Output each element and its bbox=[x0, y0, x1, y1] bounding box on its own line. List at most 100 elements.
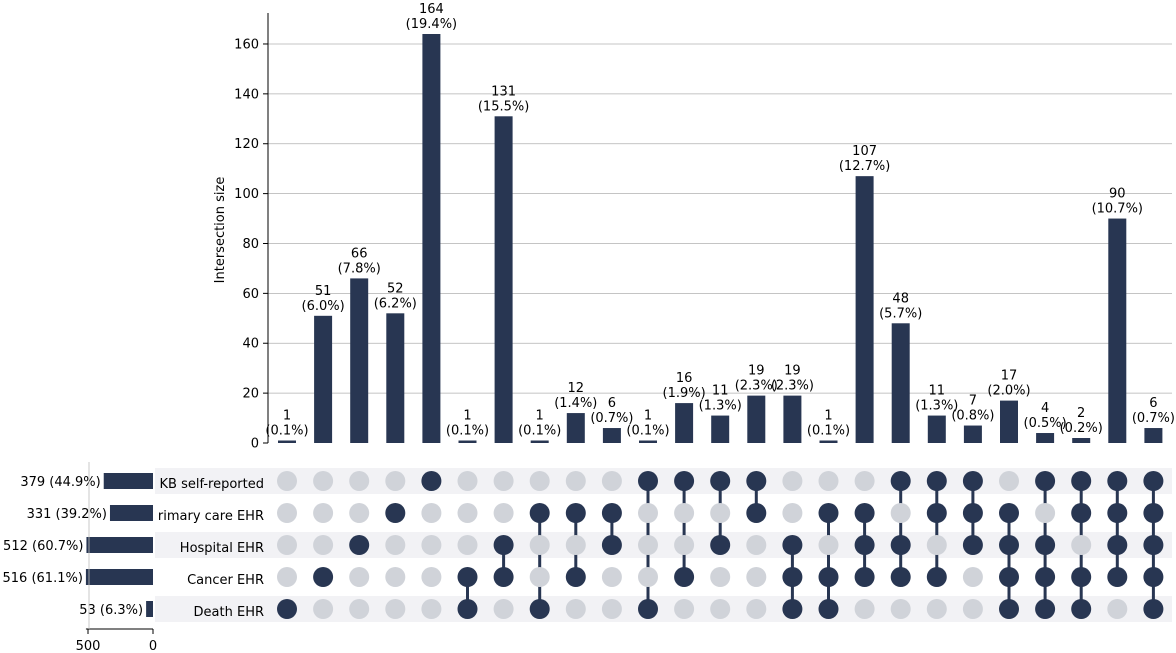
matrix-dot-filled bbox=[529, 503, 550, 523]
matrix-dot-empty bbox=[277, 567, 297, 587]
set-label: rimary care EHR bbox=[158, 509, 264, 524]
matrix-dot-empty bbox=[421, 599, 442, 619]
matrix-dot-empty bbox=[601, 471, 622, 491]
matrix-dot-filled bbox=[818, 599, 839, 619]
intersection-bar bbox=[530, 440, 549, 443]
matrix-dot-empty bbox=[529, 471, 550, 491]
matrix-dot-empty bbox=[999, 471, 1019, 491]
matrix-dot-empty bbox=[457, 535, 478, 555]
matrix-dot-filled bbox=[1035, 535, 1056, 555]
matrix-dot-filled bbox=[313, 567, 334, 587]
matrix-dot-filled bbox=[349, 535, 370, 555]
bar-value-label: 1 bbox=[824, 409, 832, 424]
matrix-dot-filled bbox=[493, 567, 514, 587]
matrix-dot-empty bbox=[277, 535, 297, 555]
matrix-dot-empty bbox=[349, 503, 370, 523]
intersection-bar bbox=[639, 440, 657, 443]
set-size-bar bbox=[86, 537, 153, 553]
matrix-dot-empty bbox=[674, 503, 695, 523]
bar-percent-label: (2.0%) bbox=[987, 384, 1030, 399]
matrix-dot-empty bbox=[493, 503, 514, 523]
matrix-dot-filled bbox=[1071, 471, 1092, 491]
matrix-dot-empty bbox=[818, 471, 839, 491]
matrix-dot-filled bbox=[493, 535, 514, 555]
matrix-dot-empty bbox=[385, 535, 406, 555]
matrix-dot-empty bbox=[746, 599, 767, 619]
matrix-dot-empty bbox=[565, 599, 586, 619]
y-tick-label: 0 bbox=[251, 437, 259, 452]
matrix-dot-empty bbox=[890, 599, 911, 619]
matrix-dot-filled bbox=[999, 599, 1019, 619]
matrix-dot-filled bbox=[457, 599, 478, 619]
y-tick-label: 160 bbox=[234, 37, 259, 52]
matrix-dot-filled bbox=[746, 471, 767, 491]
matrix-dot-empty bbox=[818, 535, 839, 555]
matrix-dot-filled bbox=[277, 599, 297, 619]
matrix-dot-filled bbox=[890, 471, 911, 491]
bar-value-label: 6 bbox=[608, 396, 616, 411]
intersection-bars bbox=[278, 34, 1163, 444]
matrix-dot-filled bbox=[529, 599, 550, 619]
bar-value-label: 90 bbox=[1109, 187, 1126, 202]
bar-percent-label: (0.7%) bbox=[1132, 411, 1175, 426]
intersection-bar bbox=[314, 315, 333, 443]
intersection-bar bbox=[386, 313, 405, 443]
matrix-dot-filled bbox=[926, 471, 947, 491]
matrix-dot-empty bbox=[529, 535, 550, 555]
matrix-dot-empty bbox=[854, 599, 875, 619]
matrix-dot-filled bbox=[782, 567, 803, 587]
matrix-dot-filled bbox=[421, 471, 442, 491]
bar-percent-label: (7.8%) bbox=[338, 261, 381, 276]
bar-percent-label: (0.5%) bbox=[1024, 416, 1067, 431]
matrix-dot-filled bbox=[601, 503, 622, 523]
bar-value-label: 1 bbox=[283, 409, 291, 424]
matrix-dot-empty bbox=[782, 471, 803, 491]
matrix-dot-empty bbox=[601, 599, 622, 619]
membership-matrix bbox=[277, 471, 1164, 619]
bar-percent-label: (0.1%) bbox=[807, 424, 850, 439]
bar-percent-label: (19.4%) bbox=[406, 17, 457, 32]
set-size-bar bbox=[109, 505, 153, 521]
matrix-dot-empty bbox=[746, 535, 767, 555]
bar-percent-label: (0.1%) bbox=[446, 424, 489, 439]
bar-value-label: 11 bbox=[929, 384, 946, 399]
matrix-dot-empty bbox=[313, 503, 334, 523]
matrix-dot-filled bbox=[1107, 471, 1128, 491]
bar-percent-label: (0.8%) bbox=[951, 409, 994, 424]
set-size-label: 53 (6.3%) bbox=[79, 603, 143, 618]
bar-percent-label: (0.1%) bbox=[626, 424, 669, 439]
bar-value-label: 2 bbox=[1077, 406, 1085, 421]
matrix-dot-filled bbox=[674, 567, 695, 587]
matrix-dot-filled bbox=[818, 503, 839, 523]
matrix-dot-empty bbox=[782, 503, 803, 523]
y-gridlines bbox=[268, 43, 1172, 394]
set-size-label: 512 (60.7%) bbox=[3, 539, 83, 554]
bar-value-label: 1 bbox=[536, 409, 544, 424]
matrix-dot-empty bbox=[601, 567, 622, 587]
matrix-dot-empty bbox=[962, 599, 983, 619]
bar-value-label: 107 bbox=[852, 144, 877, 159]
matrix-dot-empty bbox=[926, 535, 947, 555]
matrix-dot-filled bbox=[565, 567, 586, 587]
intersection-bar bbox=[747, 395, 766, 443]
matrix-dot-empty bbox=[457, 503, 478, 523]
matrix-dot-filled bbox=[1035, 567, 1056, 587]
matrix-dot-filled bbox=[1143, 503, 1164, 523]
matrix-dot-empty bbox=[1035, 503, 1056, 523]
matrix-dot-filled bbox=[999, 567, 1019, 587]
matrix-dot-filled bbox=[1107, 535, 1128, 555]
intersection-bar bbox=[494, 116, 513, 444]
bar-value-label: 48 bbox=[892, 291, 909, 306]
matrix-dot-empty bbox=[421, 567, 442, 587]
intersection-bar bbox=[927, 415, 946, 443]
matrix-dot-empty bbox=[674, 599, 695, 619]
intersection-bar bbox=[566, 413, 585, 443]
intersection-bar bbox=[458, 440, 477, 443]
bar-percent-label: (2.3%) bbox=[735, 379, 778, 394]
matrix-dot-empty bbox=[1071, 535, 1092, 555]
matrix-dot-empty bbox=[313, 535, 334, 555]
intersection-bar-labels: 1(0.1%)51(6.0%)66(7.8%)52(6.2%)164(19.4%… bbox=[265, 2, 1175, 439]
matrix-dot-filled bbox=[999, 535, 1019, 555]
matrix-dot-empty bbox=[890, 503, 911, 523]
bar-percent-label: (10.7%) bbox=[1092, 202, 1143, 217]
